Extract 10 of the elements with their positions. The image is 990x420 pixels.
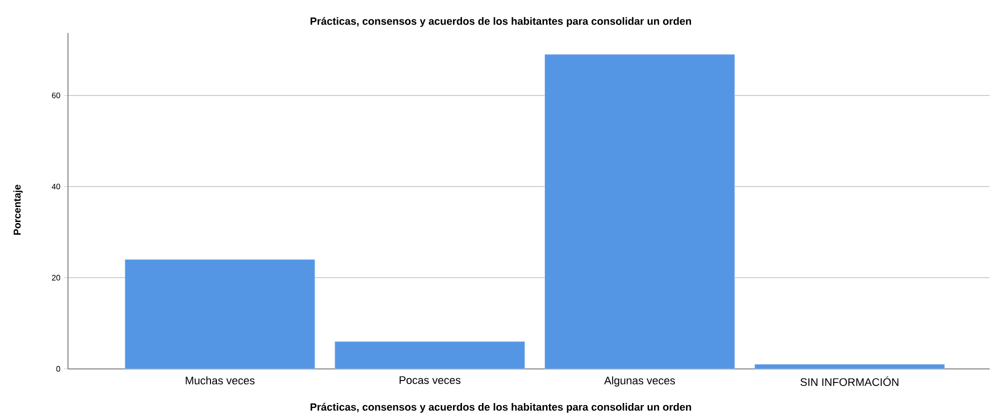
bar [544,54,735,369]
x-tick-label: SIN INFORMACIÓN [800,376,898,386]
x-tick-label: Algunas veces [604,376,675,387]
bar [334,341,526,369]
y-axis-title: Porcentaje [13,184,23,235]
x-tick-label: Muchas veces [186,376,255,384]
x-tick-label: Pocas veces [400,376,460,384]
bar [124,259,316,369]
x-axis-title: Prácticas, consensos y acuerdos de los habitantes para consolidar un orden [310,402,692,413]
chart-title: Prácticas, consensos y acuerdos de los habitantes para consolidar un orden [310,17,692,27]
